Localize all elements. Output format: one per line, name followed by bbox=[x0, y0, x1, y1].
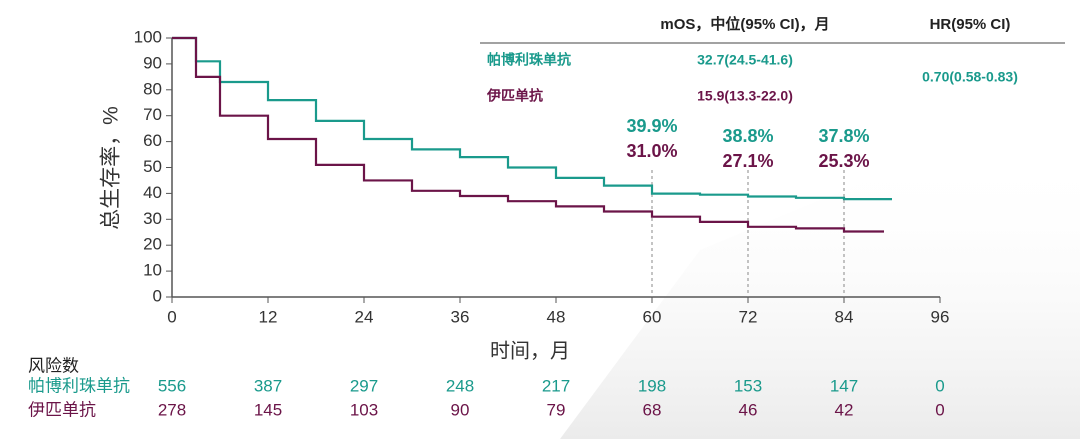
y-tick-label: 10 bbox=[143, 261, 162, 280]
y-tick-label: 70 bbox=[143, 105, 162, 124]
x-tick-label: 24 bbox=[355, 307, 374, 326]
x-tick-label: 48 bbox=[547, 307, 566, 326]
risk-count: 42 bbox=[835, 400, 854, 419]
y-tick-label: 60 bbox=[143, 131, 162, 150]
risk-count: 217 bbox=[542, 376, 570, 395]
risk-count: 90 bbox=[451, 400, 470, 419]
y-axis-label: 总生存率，% bbox=[100, 106, 123, 230]
x-tick-label: 60 bbox=[643, 307, 662, 326]
risk-count: 248 bbox=[446, 376, 474, 395]
landmark-label: 38.8% bbox=[722, 126, 773, 146]
risk-row-name: 伊匹单抗 bbox=[28, 400, 96, 419]
y-tick-label: 20 bbox=[143, 235, 162, 254]
y-tick-label: 0 bbox=[153, 286, 162, 305]
landmark-label: 39.9% bbox=[626, 116, 677, 136]
risk-count: 198 bbox=[638, 376, 666, 395]
risk-title: 风险数 bbox=[28, 356, 79, 375]
risk-count: 297 bbox=[350, 376, 378, 395]
y-tick-label: 100 bbox=[134, 27, 162, 46]
hr-value: 0.70(0.58-0.83) bbox=[922, 69, 1018, 85]
risk-count: 556 bbox=[158, 376, 186, 395]
x-axis-label: 时间，月 bbox=[490, 339, 570, 362]
background-mist bbox=[560, 150, 1080, 439]
risk-count: 46 bbox=[739, 400, 758, 419]
risk-count: 147 bbox=[830, 376, 858, 395]
risk-count: 145 bbox=[254, 400, 282, 419]
table-header: mOS，中位(95% CI)，月 bbox=[660, 15, 829, 33]
y-tick-label: 30 bbox=[143, 209, 162, 228]
risk-count: 79 bbox=[547, 400, 566, 419]
table-row-name: 帕博利珠单抗 bbox=[487, 52, 571, 68]
table-header: HR(95% CI) bbox=[930, 16, 1011, 33]
table-row-name: 伊匹单抗 bbox=[486, 88, 543, 104]
risk-count: 278 bbox=[158, 400, 186, 419]
y-tick-label: 40 bbox=[143, 183, 162, 202]
y-tick-label: 50 bbox=[143, 157, 162, 176]
risk-count: 103 bbox=[350, 400, 378, 419]
risk-count: 0 bbox=[935, 400, 944, 419]
y-tick-label: 90 bbox=[143, 53, 162, 72]
x-tick-label: 72 bbox=[739, 307, 758, 326]
landmark-label: 25.3% bbox=[818, 151, 869, 171]
risk-count: 153 bbox=[734, 376, 762, 395]
x-tick-label: 36 bbox=[451, 307, 470, 326]
x-tick-label: 84 bbox=[835, 307, 854, 326]
mos-value: 32.7(24.5-41.6) bbox=[697, 52, 793, 68]
x-tick-label: 0 bbox=[167, 307, 176, 326]
risk-row-name: 帕博利珠单抗 bbox=[28, 376, 130, 395]
y-tick-label: 80 bbox=[143, 79, 162, 98]
survival-curve bbox=[172, 36, 884, 233]
x-tick-label: 96 bbox=[931, 307, 950, 326]
landmark-label: 31.0% bbox=[626, 141, 677, 161]
x-tick-label: 12 bbox=[259, 307, 278, 326]
risk-count: 68 bbox=[643, 400, 662, 419]
risk-count: 0 bbox=[935, 376, 944, 395]
landmark-label: 37.8% bbox=[818, 126, 869, 146]
mos-value: 15.9(13.3-22.0) bbox=[697, 88, 793, 104]
survival-curve bbox=[172, 36, 892, 201]
risk-count: 387 bbox=[254, 376, 282, 395]
landmark-label: 27.1% bbox=[722, 151, 773, 171]
